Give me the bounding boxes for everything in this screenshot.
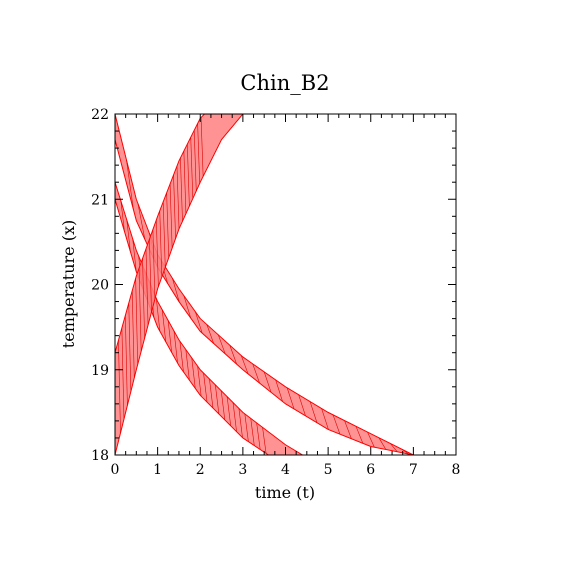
x-tick-label: 0 [111, 462, 120, 478]
x-tick-label: 1 [153, 462, 162, 478]
ticks-layer: 0 1 2 3 4 5 6 7 8 18 19 20 21 22 [91, 107, 460, 478]
band-mesh-line [200, 117, 204, 177]
band-mesh-line [128, 303, 132, 392]
band-mesh-line [120, 201, 125, 232]
band-mesh-line [332, 414, 341, 435]
band-mesh-line [250, 418, 255, 446]
band-mesh-line [137, 203, 146, 240]
band-mesh-line [126, 219, 131, 252]
band-mesh-line [121, 327, 125, 420]
band-mesh-line [142, 258, 145, 339]
band-mesh-line [215, 384, 220, 414]
band-mesh-line [203, 372, 208, 403]
x-tick-label: 6 [366, 462, 375, 478]
y-tick-label: 18 [91, 448, 109, 464]
band-series-1 [115, 114, 414, 455]
x-tick-label: 5 [324, 462, 333, 478]
band-mesh-line [131, 290, 135, 378]
y-tick-label: 21 [91, 192, 109, 208]
band-mesh-line [321, 408, 329, 430]
band-mesh-line [226, 396, 231, 426]
band-mesh-line [378, 437, 387, 450]
band-mesh-line [187, 144, 190, 207]
band-mesh-line [162, 201, 166, 268]
band-mesh-line [183, 151, 187, 214]
band-mesh-line [169, 183, 173, 249]
band-mesh-line [309, 401, 318, 423]
x-tick-label: 2 [196, 462, 205, 478]
band-mesh-line [344, 420, 352, 439]
band-mesh-line [197, 366, 202, 397]
x-tick-label: 8 [452, 462, 461, 478]
band-mesh-line [252, 363, 260, 384]
band-mesh-line [262, 427, 267, 454]
band-mesh-line [183, 295, 192, 319]
y-tick-label: 22 [91, 107, 109, 123]
band-mesh-line [240, 355, 249, 375]
band-mesh-line [118, 340, 121, 433]
band-mesh-line [244, 413, 249, 442]
band-mesh-line [229, 345, 237, 365]
band-mesh-line [256, 422, 261, 450]
band-mesh-line [206, 324, 214, 344]
band-mesh-line [232, 402, 237, 432]
band-mesh-line [185, 349, 190, 381]
band-mesh-line [217, 334, 226, 354]
band-mesh-line [161, 309, 167, 342]
x-axis-label: time (t) [255, 483, 315, 502]
chart-title: Chin_B2 [240, 71, 329, 95]
band-mesh-line [197, 123, 200, 184]
band-mesh-line [138, 268, 142, 352]
band-area-3 [115, 114, 244, 455]
band-mesh-line [126, 159, 134, 210]
band-mesh-line [191, 357, 196, 389]
band-mesh-line [152, 229, 156, 299]
band-mesh-line [135, 278, 139, 365]
band-mesh-line [401, 449, 409, 455]
band-mesh-line [173, 174, 176, 239]
band-mesh-line [190, 137, 194, 199]
band-mesh-line [173, 331, 178, 364]
y-tick-label: 19 [91, 363, 109, 379]
band-series-3 [115, 114, 244, 455]
band-mesh-line [390, 443, 398, 452]
band-mesh-line [238, 408, 243, 438]
y-axis-label: temperature (x) [59, 220, 78, 348]
band-mesh-line [179, 341, 184, 372]
band-mesh-line [176, 165, 180, 229]
bands-layer [115, 114, 414, 455]
band-mesh-line [132, 238, 137, 272]
band-mesh-line [167, 320, 172, 353]
band-area-1 [115, 114, 414, 455]
band-mesh-line [156, 219, 159, 287]
band-mesh-line [195, 311, 203, 334]
band-mesh-line [220, 390, 226, 420]
band-mesh-line [180, 157, 183, 222]
band-mesh-line [156, 298, 161, 332]
band-mesh-line [367, 431, 375, 448]
band-mesh-line [275, 379, 283, 402]
band-mesh-line [193, 130, 197, 192]
band-mesh-line [159, 210, 163, 278]
band-mesh-line [209, 378, 214, 409]
y-tick-label: 20 [91, 278, 109, 294]
band-mesh-line [298, 394, 306, 416]
band-mesh-line [149, 239, 152, 313]
band-mesh-line [145, 248, 149, 326]
x-tick-label: 4 [281, 462, 290, 478]
x-tick-label: 3 [238, 462, 247, 478]
band-mesh-line [286, 387, 295, 410]
x-tick-label: 7 [409, 462, 418, 478]
band-mesh-line [355, 426, 364, 444]
band-mesh-line [125, 315, 128, 406]
band-mesh-line [172, 278, 180, 303]
band-mesh-line [263, 371, 272, 393]
band-mesh-line [166, 192, 170, 258]
